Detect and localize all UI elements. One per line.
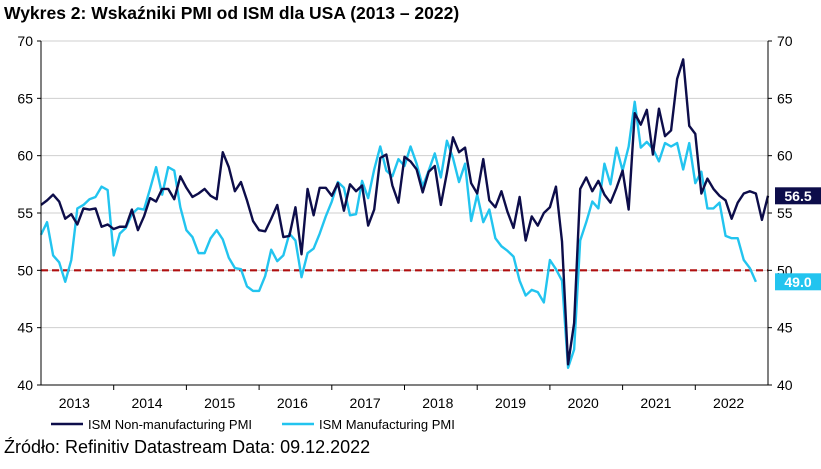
xtick-label-2013: 2013 xyxy=(59,395,90,411)
ytick-left-label-50: 50 xyxy=(17,262,33,278)
ytick-right-label-70: 70 xyxy=(777,33,793,49)
xtick-label-2018: 2018 xyxy=(422,395,453,411)
ytick-right-label-65: 65 xyxy=(777,90,793,106)
xtick-label-2016: 2016 xyxy=(277,395,308,411)
end-label-0: 56.5 xyxy=(784,188,811,204)
xtick-label-2017: 2017 xyxy=(350,395,381,411)
ytick-left-label-55: 55 xyxy=(17,205,33,221)
ytick-left-label-45: 45 xyxy=(17,320,33,336)
end-label-box-1 xyxy=(775,273,821,291)
gridlines xyxy=(41,40,768,329)
ytick-left-label-40: 40 xyxy=(17,377,33,393)
xtick-label-2022: 2022 xyxy=(713,395,744,411)
ytick-right-label-40: 40 xyxy=(777,377,793,393)
end-label-box-0 xyxy=(775,187,821,205)
legend-label-0: ISM Non-manufacturing PMI xyxy=(88,417,252,432)
source-note: Źródło: Refinitiv Datastream Data: 09.12… xyxy=(4,437,371,457)
xtick-label-2019: 2019 xyxy=(495,395,526,411)
chart-title: Wykres 2: Wskaźniki PMI od ISM dla USA (… xyxy=(4,3,460,23)
xtick-label-2021: 2021 xyxy=(640,395,671,411)
end-label-1: 49.0 xyxy=(784,274,811,290)
ytick-right-label-55: 55 xyxy=(777,205,793,221)
legend-label-1: ISM Manufacturing PMI xyxy=(319,417,455,432)
x-axis: 2013 2014 2015 2016 2017 2018 2019 2020 2021 2022 xyxy=(59,385,744,411)
ytick-left-label-70: 70 xyxy=(17,33,33,49)
ytick-right-label-45: 45 xyxy=(777,320,793,336)
legend: ISM Non-manufacturing PMI ISM Manufacturi… xyxy=(51,417,455,432)
series-lines xyxy=(39,58,770,369)
xtick-label-2014: 2014 xyxy=(131,395,162,411)
ytick-right-label-60: 60 xyxy=(777,148,793,164)
ytick-left-label-60: 60 xyxy=(17,148,33,164)
y-axis-left: 40 45 50 55 60 65 70 xyxy=(17,33,41,393)
ytick-left-label-65: 65 xyxy=(17,90,33,106)
series-line-non-manufacturing xyxy=(40,58,770,366)
xtick-label-2020: 2020 xyxy=(568,395,599,411)
end-labels: 56.5 49.0 xyxy=(775,187,821,291)
xtick-label-2015: 2015 xyxy=(204,395,235,411)
